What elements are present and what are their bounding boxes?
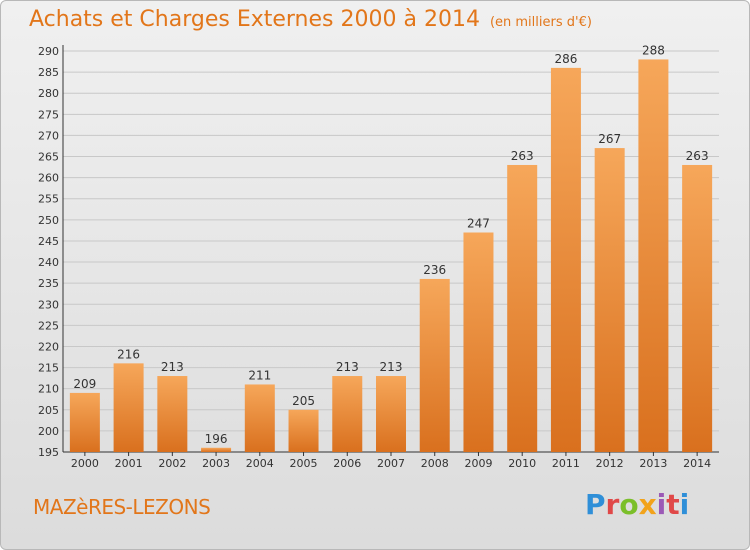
y-tick-label: 270 <box>38 129 59 142</box>
x-tick-label: 2001 <box>115 457 143 470</box>
data-label-2005: 205 <box>292 394 315 408</box>
data-label-2003: 196 <box>205 432 228 446</box>
y-tick-label: 255 <box>38 193 59 206</box>
x-tick-label: 2005 <box>290 457 318 470</box>
y-tick-label: 210 <box>38 383 59 396</box>
bar-2002 <box>157 376 188 452</box>
y-tick-label: 240 <box>38 256 59 269</box>
y-tick-label: 290 <box>38 45 59 58</box>
proxiti-logo: Proxiti <box>585 488 689 521</box>
data-label-2004: 211 <box>248 368 271 382</box>
bar-2009 <box>463 232 494 452</box>
bar-2014 <box>682 164 713 452</box>
y-tick-label: 225 <box>38 319 59 332</box>
x-tick-label: 2000 <box>71 457 99 470</box>
logo-letter: r <box>605 488 620 521</box>
data-label-2007: 213 <box>380 360 403 374</box>
x-tick-label: 2013 <box>639 457 667 470</box>
bar-2008 <box>419 278 450 452</box>
bar-2005 <box>288 409 319 452</box>
bar-chart: 195 200 205 210 215 220 225 230 235 240 245 250 255 2… <box>38 43 719 470</box>
logo-letter: i <box>679 488 690 521</box>
chart-unit-label: (en milliers d'€) <box>489 15 592 30</box>
y-tick-label: 205 <box>38 404 59 417</box>
y-tick-label: 235 <box>38 277 59 290</box>
x-tick-label: 2009 <box>464 457 492 470</box>
logo-letter: t <box>666 488 680 521</box>
y-tick-label: 265 <box>38 151 59 164</box>
y-tick-label: 285 <box>38 66 59 79</box>
data-label-2014: 263 <box>686 149 709 163</box>
data-label-2008: 236 <box>423 263 446 277</box>
data-label-2001: 216 <box>117 347 140 361</box>
bar-2000 <box>69 392 100 452</box>
data-label-2000: 209 <box>73 377 96 391</box>
bar-2011 <box>550 67 581 452</box>
data-label-2010: 263 <box>511 149 534 163</box>
x-tick-label: 2010 <box>508 457 536 470</box>
y-tick-label: 215 <box>38 362 59 375</box>
x-tick-label: 2014 <box>683 457 711 470</box>
y-tick-label: 195 <box>38 446 59 459</box>
x-tick-label: 2004 <box>246 457 274 470</box>
x-tick-label: 2006 <box>333 457 361 470</box>
x-tick-label: 2011 <box>552 457 580 470</box>
bar-2013 <box>638 59 669 452</box>
y-tick-label: 220 <box>38 340 59 353</box>
bar-2010 <box>507 164 538 452</box>
y-tick-label: 280 <box>38 87 59 100</box>
bar-2007 <box>376 376 406 452</box>
logo-letter: o <box>619 488 639 521</box>
x-tick-label: 2007 <box>377 457 405 470</box>
data-label-2011: 286 <box>554 52 577 66</box>
data-label-2009: 247 <box>467 217 490 231</box>
y-tick-label: 200 <box>38 425 59 438</box>
x-tick-label: 2012 <box>596 457 624 470</box>
y-tick-label: 275 <box>38 108 59 121</box>
chart-title: Achats et Charges Externes 2000 à 2014 (e… <box>29 7 592 32</box>
data-label-2012: 267 <box>598 132 621 146</box>
x-tick-label: 2003 <box>202 457 230 470</box>
bar-2006 <box>332 376 363 452</box>
logo-letter: i <box>656 488 667 521</box>
chart-title-text: Achats et Charges Externes 2000 à 2014 <box>29 7 480 32</box>
y-tick-label: 230 <box>38 298 59 311</box>
bar-2001 <box>113 363 144 452</box>
bar-2012 <box>594 148 625 452</box>
y-tick-label: 245 <box>38 235 59 248</box>
data-label-2002: 213 <box>161 360 184 374</box>
logo-letter: x <box>638 488 657 521</box>
x-tick-label: 2008 <box>421 457 449 470</box>
x-tick-label: 2002 <box>158 457 186 470</box>
bar-2003 <box>201 447 232 452</box>
municipality-name: MAZèRES-LEZONS <box>33 495 211 519</box>
y-tick-label: 250 <box>38 214 59 227</box>
data-label-2013: 288 <box>642 43 665 57</box>
logo-letter: P <box>585 488 606 521</box>
bar-2004 <box>244 384 275 452</box>
y-tick-label: 260 <box>38 172 59 185</box>
data-label-2006: 213 <box>336 360 359 374</box>
